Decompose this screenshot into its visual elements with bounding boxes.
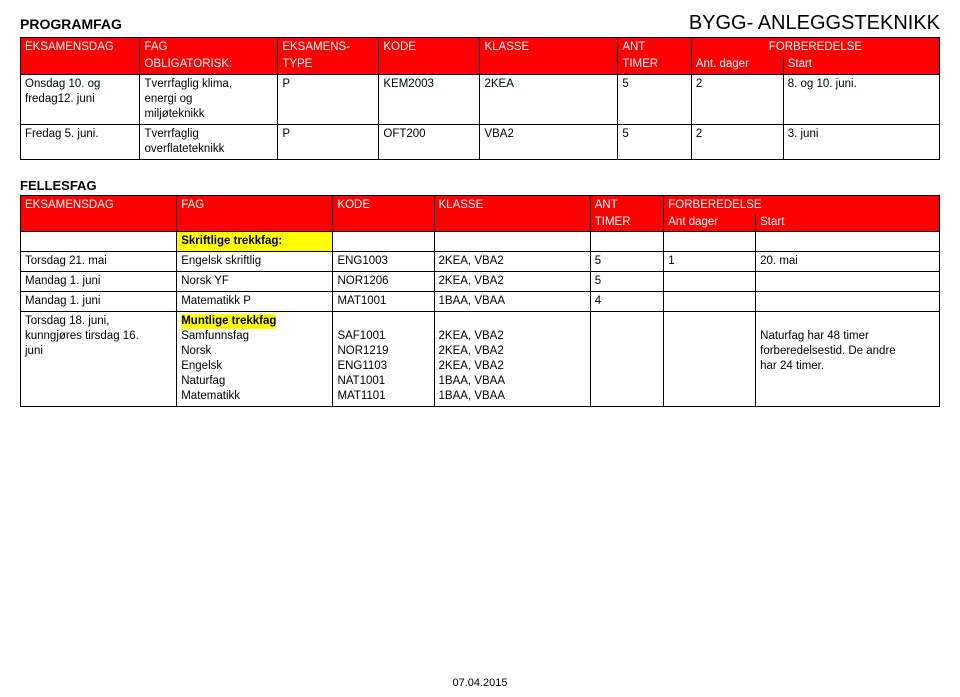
th-ant: ANT [590, 195, 664, 214]
th-eksamensdag: EKSAMENSDAG [21, 38, 140, 75]
cell: 5 [618, 124, 692, 159]
cell: Norsk YF [177, 272, 333, 292]
cell: KEM2003 [379, 74, 480, 124]
cell: Muntlige trekkfag Samfunnsfag Norsk Enge… [177, 312, 333, 407]
cell: ENG1003 [333, 252, 434, 272]
th-fag: FAG [140, 38, 278, 57]
cell [756, 292, 940, 312]
cell: Mandag 1. juni [21, 292, 177, 312]
cell: P [278, 124, 379, 159]
cell: VBA2 [480, 124, 618, 159]
fellesfag-title: FELLESFAG [20, 178, 940, 193]
cell: Onsdag 10. ogfredag12. juni [21, 74, 140, 124]
cell: Fredag 5. juni. [21, 124, 140, 159]
table-row: Mandag 1. juni Matematikk P MAT1001 1BAA… [21, 292, 940, 312]
cell: Torsdag 18. juni, kunngjøres tirsdag 16.… [21, 312, 177, 407]
cell [590, 232, 664, 252]
th-type: EKSAMENS- [278, 38, 379, 57]
main-title: BYGG- ANLEGGSTEKNIKK [689, 12, 940, 35]
table-header-row: EKSAMENSDAG FAG KODE KLASSE ANT FORBERED… [21, 195, 940, 214]
cell-highlight: Skriftlige trekkfag: [177, 232, 333, 252]
th-eksamensdag: EKSAMENSDAG [21, 195, 177, 232]
th-kode: KODE [333, 195, 434, 232]
cell [333, 232, 434, 252]
cell [756, 272, 940, 292]
cell: P [278, 74, 379, 124]
th-ant: ANT [618, 38, 692, 57]
table-row: Mandag 1. juni Norsk YF NOR1206 2KEA, VB… [21, 272, 940, 292]
cell: 1 [664, 252, 756, 272]
cell: Matematikk P [177, 292, 333, 312]
cell [21, 232, 177, 252]
cell: 20. mai [756, 252, 940, 272]
cell [664, 272, 756, 292]
cell: 4 [590, 292, 664, 312]
th-forb-start: Start [783, 57, 939, 74]
cell [756, 232, 940, 252]
cell: NOR1206 [333, 272, 434, 292]
fellesfag-table: EKSAMENSDAG FAG KODE KLASSE ANT FORBERED… [20, 195, 940, 407]
th-forb-ant: Ant. dager [691, 57, 783, 74]
table-header-row: EKSAMENSDAG FAG EKSAMENS- KODE KLASSE AN… [21, 38, 940, 57]
cell [434, 232, 590, 252]
th-fag2: OBLIGATORISK: [140, 57, 278, 74]
cell: 2 [691, 124, 783, 159]
cell: Engelsk skriftlig [177, 252, 333, 272]
cell: 1BAA, VBAA [434, 292, 590, 312]
cell [664, 232, 756, 252]
cell: 5 [590, 252, 664, 272]
th-forb: FORBEREDELSE [691, 38, 939, 57]
cell: 2 [691, 74, 783, 124]
cell: 5 [590, 272, 664, 292]
th-klasse: KLASSE [434, 195, 590, 232]
cell: Mandag 1. juni [21, 272, 177, 292]
table-row: Skriftlige trekkfag: [21, 232, 940, 252]
cell: SAF1001 NOR1219 ENG1103 NAT1001 MAT1101 [333, 312, 434, 407]
cell: 2KEA, VBA2 [434, 272, 590, 292]
th-ant2: TIMER [590, 215, 664, 232]
cell: Tverrfaglig klima,energi ogmiljøteknikk [140, 74, 278, 124]
th-type2: TYPE [278, 57, 379, 74]
th-forb-start: Start [756, 215, 940, 232]
section-title: PROGRAMFAG [20, 16, 122, 32]
table-row: Torsdag 21. mai Engelsk skriftlig ENG100… [21, 252, 940, 272]
th-ant2: TIMER [618, 57, 692, 74]
cell: MAT1001 [333, 292, 434, 312]
cell: 5 [618, 74, 692, 124]
th-forb: FORBEREDELSE [664, 195, 940, 214]
cell [664, 312, 756, 407]
th-forb-ant: Ant dager [664, 215, 756, 232]
cell: 2KEA, VBA2 2KEA, VBA2 2KEA, VBA2 1BAA, V… [434, 312, 590, 407]
table-row: Torsdag 18. juni, kunngjøres tirsdag 16.… [21, 312, 940, 407]
cell: 8. og 10. juni. [783, 74, 939, 124]
table-row: Fredag 5. juni. Tverrfagligoverflatetekn… [21, 124, 940, 159]
cell [590, 312, 664, 407]
cell [664, 292, 756, 312]
cell: OFT200 [379, 124, 480, 159]
programfag-table: EKSAMENSDAG FAG EKSAMENS- KODE KLASSE AN… [20, 37, 940, 160]
cell: 2KEA, VBA2 [434, 252, 590, 272]
footer-date: 07.04.2015 [0, 677, 960, 689]
th-klasse: KLASSE [480, 38, 618, 75]
cell: Tverrfagligoverflateteknikk [140, 124, 278, 159]
th-fag: FAG [177, 195, 333, 232]
th-kode: KODE [379, 38, 480, 75]
cell: 3. juni [783, 124, 939, 159]
cell: Naturfag har 48 timer forberedelsestid. … [756, 312, 940, 407]
table-row: Onsdag 10. ogfredag12. juni Tverrfaglig … [21, 74, 940, 124]
cell: 2KEA [480, 74, 618, 124]
cell: Torsdag 21. mai [21, 252, 177, 272]
